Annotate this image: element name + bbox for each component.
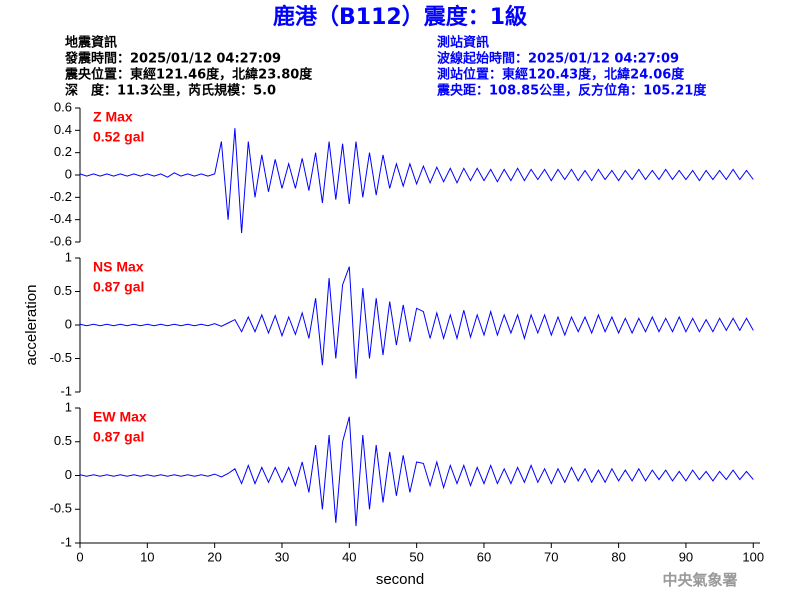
waveform bbox=[79, 128, 754, 234]
y-tick-label: 0 bbox=[65, 316, 72, 331]
waveform bbox=[79, 416, 754, 527]
info-left: 震央位置：東經121.46度，北緯23.80度 bbox=[64, 67, 313, 83]
y-tick-label: 0.5 bbox=[54, 283, 72, 298]
x-tick-label: 30 bbox=[275, 549, 289, 564]
info-left: 地震資訊 bbox=[65, 35, 117, 51]
y-tick-label: 1 bbox=[65, 249, 72, 264]
annotation: NS Max bbox=[93, 259, 144, 275]
x-tick-label: 100 bbox=[742, 549, 764, 564]
x-tick-label: 20 bbox=[207, 549, 221, 564]
y-tick-label: -0.4 bbox=[50, 211, 72, 226]
y-tick-label: 0 bbox=[65, 166, 72, 181]
x-tick-label: 50 bbox=[409, 549, 423, 564]
x-tick-label: 90 bbox=[679, 549, 693, 564]
x-tick-label: 80 bbox=[611, 549, 625, 564]
info-right: 測站資訊 bbox=[437, 35, 489, 51]
y-tick-label: -0.6 bbox=[50, 233, 72, 248]
y-tick-label: -0.2 bbox=[50, 189, 72, 204]
info-left: 深 度：11.3公里，芮氏規模：5.0 bbox=[65, 83, 276, 99]
x-tick-label: 10 bbox=[140, 549, 154, 564]
x-tick-label: 60 bbox=[477, 549, 491, 564]
y-axis-label: acceleration bbox=[23, 285, 40, 366]
info-right: 測站位置：東經120.43度，北緯24.06度 bbox=[437, 67, 685, 83]
y-tick-label: -0.5 bbox=[50, 501, 72, 516]
x-axis-label: second bbox=[376, 571, 424, 588]
info-right: 震央距：108.85公里，反方位角：105.21度 bbox=[436, 83, 707, 99]
annotation: 0.87 gal bbox=[93, 429, 144, 445]
x-tick-label: 70 bbox=[544, 549, 558, 564]
annotation: 0.87 gal bbox=[93, 279, 144, 295]
y-tick-label: 0.6 bbox=[54, 99, 72, 114]
y-tick-label: 0.5 bbox=[54, 433, 72, 448]
y-tick-label: -1 bbox=[60, 383, 72, 398]
info-left: 發震時間：2025/01/12 04:27:09 bbox=[64, 51, 281, 67]
y-tick-label: -0.5 bbox=[50, 350, 72, 365]
waveform bbox=[79, 266, 754, 379]
info-right: 波線起始時間：2025/01/12 04:27:09 bbox=[437, 51, 679, 67]
chart-title: 鹿港（B112）震度：1級 bbox=[273, 4, 527, 30]
annotation: EW Max bbox=[93, 409, 147, 425]
x-tick-label: 0 bbox=[76, 549, 83, 564]
y-tick-label: 0 bbox=[65, 467, 72, 482]
x-tick-label: 40 bbox=[342, 549, 356, 564]
annotation: Z Max bbox=[93, 109, 133, 125]
y-tick-label: 1 bbox=[65, 399, 72, 414]
y-tick-label: 0.4 bbox=[54, 122, 72, 137]
y-tick-label: -1 bbox=[60, 534, 72, 549]
y-tick-label: 0.2 bbox=[54, 144, 72, 159]
annotation: 0.52 gal bbox=[93, 129, 144, 145]
footer: 中央氣象署 bbox=[662, 571, 737, 589]
